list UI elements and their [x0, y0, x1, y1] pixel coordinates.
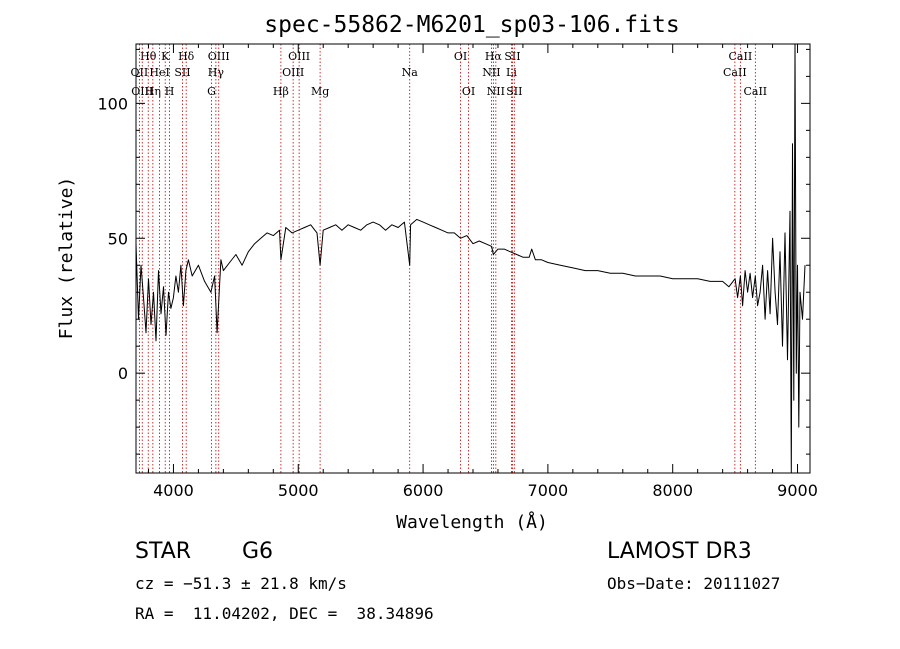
- marker-label-6: Hδ: [178, 50, 195, 63]
- object-class: STAR: [135, 539, 192, 564]
- chart-title: spec-55862-M6201_sp03-106.fits: [264, 12, 679, 38]
- marker-label-1: OII: [131, 66, 149, 79]
- marker-label-22: SII: [504, 50, 520, 63]
- marker-label-23: Li: [506, 66, 517, 79]
- marker-label-10: Hγ: [208, 66, 225, 79]
- y-tick-label-0: 0: [118, 364, 128, 383]
- marker-label-4: HeI: [149, 66, 169, 79]
- marker-label-16: Na: [402, 66, 419, 79]
- marker-label-14: OIII: [282, 66, 304, 79]
- marker-label-17: OI: [454, 50, 467, 63]
- redshift-cz: cz = −51.3 ± 21.8 km/s: [135, 574, 347, 593]
- x-tick-label-1: 5000: [278, 481, 319, 500]
- marker-label-18: OI: [462, 85, 475, 98]
- marker-label-3: K: [161, 50, 170, 63]
- y-axis-label: Flux (relative): [56, 177, 77, 340]
- plot-frame: [135, 43, 811, 474]
- series-spectrum: [135, 43, 806, 474]
- object-subclass: G6: [242, 539, 274, 564]
- marker-label-13: OIII: [288, 50, 310, 63]
- y-tick-label-2: 100: [97, 94, 128, 113]
- marker-label-7: SII: [174, 66, 190, 79]
- x-tick-label-2: 6000: [403, 481, 444, 500]
- line-markers: Hθ OII OIII K HeI Hη Hδ SII H OIII Hγ G Hβ OIII OIII Mg…: [131, 44, 767, 473]
- marker-label-15: Mg: [311, 85, 329, 98]
- marker-label-9: OIII: [208, 50, 230, 63]
- x-tick-label-5: 9000: [777, 481, 818, 500]
- marker-label-20: NII: [482, 66, 500, 79]
- observation-date: Obs−Date: 20111027: [607, 574, 781, 593]
- x-axis-label: Wavelength (Å): [396, 511, 548, 533]
- marker-label-27: CaII: [743, 85, 767, 98]
- x-tick-label-4: 8000: [652, 481, 693, 500]
- marker-label-12: Hβ: [273, 85, 289, 98]
- marker-label-26: CaII: [723, 66, 747, 79]
- series-layer: [135, 43, 806, 474]
- marker-label-19: Hα: [485, 50, 503, 63]
- axis-ticks: 4000 5000 6000 7000 8000 9000 0 50 100: [97, 44, 818, 500]
- marker-label-11: G: [207, 85, 216, 98]
- marker-label-8: H: [165, 85, 175, 98]
- y-tick-label-1: 50: [108, 229, 128, 248]
- marker-label-5: Hη: [145, 85, 161, 98]
- marker-label-0: Hθ: [140, 50, 157, 63]
- marker-label-2: OIII: [131, 85, 153, 98]
- marker-label-21: NII: [487, 85, 505, 98]
- marker-label-24: SII: [506, 85, 522, 98]
- x-tick-label-3: 7000: [528, 481, 569, 500]
- ra-dec: RA = 11.04202, DEC = 38.34896: [135, 604, 434, 623]
- marker-label-25: CaII: [729, 50, 753, 63]
- x-tick-label-0: 4000: [153, 481, 194, 500]
- survey-name: LAMOST DR3: [607, 539, 752, 564]
